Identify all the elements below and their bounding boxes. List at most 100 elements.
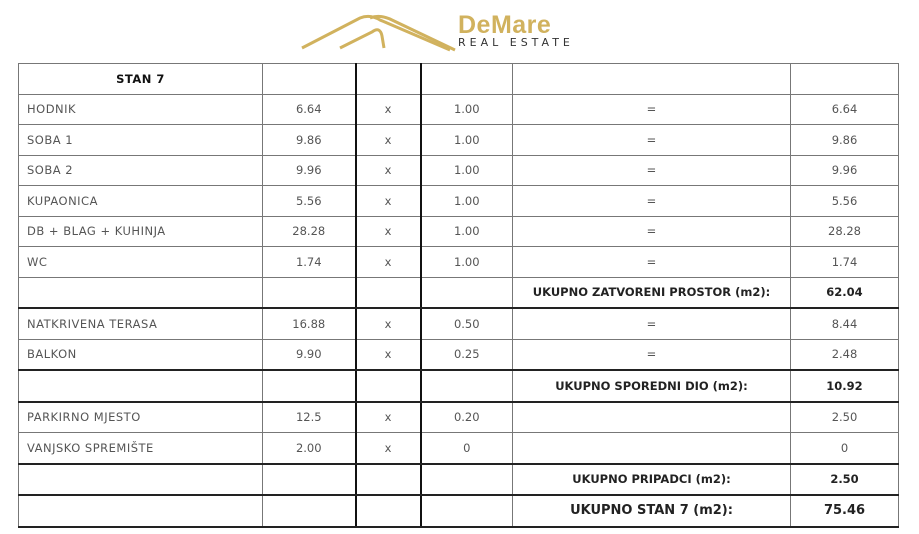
room-name [18,276,263,309]
result-value: 9.86 [790,124,899,156]
coefficient [419,276,513,309]
room-name: NATKRIVENA TERASA [18,307,263,340]
coefficient: 0 [419,432,513,465]
room-name [18,494,263,528]
brand: DeMare REAL ESTATE [458,12,574,49]
result-value: 6.64 [790,93,899,125]
table-header-row: STAN 7 [18,63,899,95]
area-value: 9.90 [262,338,356,371]
equals-or-total-label: = [512,307,791,340]
area-value [262,494,356,528]
multiply-sign: x [354,307,421,340]
equals-or-total-label: = [512,154,791,186]
equals-or-total-label: = [512,215,791,247]
result-value: 9.96 [790,154,899,186]
table-row: BALKON 9.90 x 0.25 = 2.48 [18,338,899,371]
empty-cell [354,63,421,95]
equals-or-total-label [512,401,791,433]
room-name: KUPAONICA [18,185,263,217]
area-value [262,369,356,403]
area-value: 16.88 [262,307,356,340]
coefficient: 1.00 [419,215,513,247]
area-value: 9.86 [262,124,356,156]
table-row: SOBA 1 9.86 x 1.00 = 9.86 [18,124,899,156]
coefficient: 1.00 [419,246,513,278]
empty-cell [262,63,356,95]
coefficient: 0.50 [419,307,513,340]
equals-or-total-label: = [512,93,791,125]
coefficient: 1.00 [419,154,513,186]
coefficient: 1.00 [419,93,513,125]
coefficient: 1.00 [419,124,513,156]
table-row: KUPAONICA 5.56 x 1.00 = 5.56 [18,185,899,217]
coefficient [419,494,513,528]
equals-or-total-label: UKUPNO PRIPADCI (m2): [512,463,791,496]
total-row: UKUPNO SPOREDNI DIO (m2): 10.92 [18,369,899,403]
table-row: PARKIRNO MJESTO 12.5 x 0.20 2.50 [18,401,899,433]
room-name: SOBA 1 [18,124,263,156]
table-row: SOBA 2 9.96 x 1.00 = 9.96 [18,154,899,186]
equals-or-total-label: = [512,124,791,156]
multiply-sign [354,494,421,528]
room-name: DB + BLAG + KUHINJA [18,215,263,247]
multiply-sign: x [354,246,421,278]
room-name: WC [18,246,263,278]
table-row: NATKRIVENA TERASA 16.88 x 0.50 = 8.44 [18,307,899,340]
multiply-sign: x [354,338,421,371]
area-value: 6.64 [262,93,356,125]
multiply-sign: x [354,93,421,125]
table-row: WC 1.74 x 1.00 = 1.74 [18,246,899,278]
result-value: 62.04 [790,276,899,309]
result-value: 10.92 [790,369,899,403]
multiply-sign: x [354,185,421,217]
area-value: 5.56 [262,185,356,217]
area-value [262,276,356,309]
multiply-sign: x [354,154,421,186]
result-value: 2.48 [790,338,899,371]
total-row: UKUPNO PRIPADCI (m2): 2.50 [18,463,899,496]
equals-or-total-label: UKUPNO STAN 7 (m2): [512,494,791,528]
equals-or-total-label: = [512,185,791,217]
brand-name: DeMare [458,11,552,39]
empty-cell [419,63,513,95]
equals-or-total-label: = [512,246,791,278]
equals-or-total-label: UKUPNO ZATVORENI PROSTOR (m2): [512,276,791,309]
multiply-sign [354,369,421,403]
multiply-sign [354,463,421,496]
area-value: 28.28 [262,215,356,247]
multiply-sign: x [354,432,421,465]
coefficient: 0.20 [419,401,513,433]
multiply-sign: x [354,401,421,433]
result-value: 2.50 [790,401,899,433]
empty-cell [512,63,791,95]
equals-or-total-label [512,432,791,465]
result-value: 8.44 [790,307,899,340]
coefficient: 0.25 [419,338,513,371]
result-value: 75.46 [790,494,899,528]
area-value: 2.00 [262,432,356,465]
area-value [262,463,356,496]
result-value: 0 [790,432,899,465]
multiply-sign: x [354,124,421,156]
area-value: 12.5 [262,401,356,433]
area-value: 9.96 [262,154,356,186]
room-name: BALKON [18,338,263,371]
table-title: STAN 7 [18,63,263,95]
equals-or-total-label: = [512,338,791,371]
room-name: PARKIRNO MJESTO [18,401,263,433]
result-value: 2.50 [790,463,899,496]
table-row: DB + BLAG + KUHINJA 28.28 x 1.00 = 28.28 [18,215,899,247]
room-name [18,463,263,496]
empty-cell [790,63,899,95]
result-value: 5.56 [790,185,899,217]
room-name: SOBA 2 [18,154,263,186]
brand-subtitle: REAL ESTATE [458,36,574,49]
logo-icon [301,14,456,52]
multiply-sign [354,276,421,309]
total-row: UKUPNO STAN 7 (m2): 75.46 [18,494,899,528]
coefficient: 1.00 [419,185,513,217]
room-name [18,369,263,403]
result-value: 28.28 [790,215,899,247]
area-value: 1.74 [262,246,356,278]
multiply-sign: x [354,215,421,247]
